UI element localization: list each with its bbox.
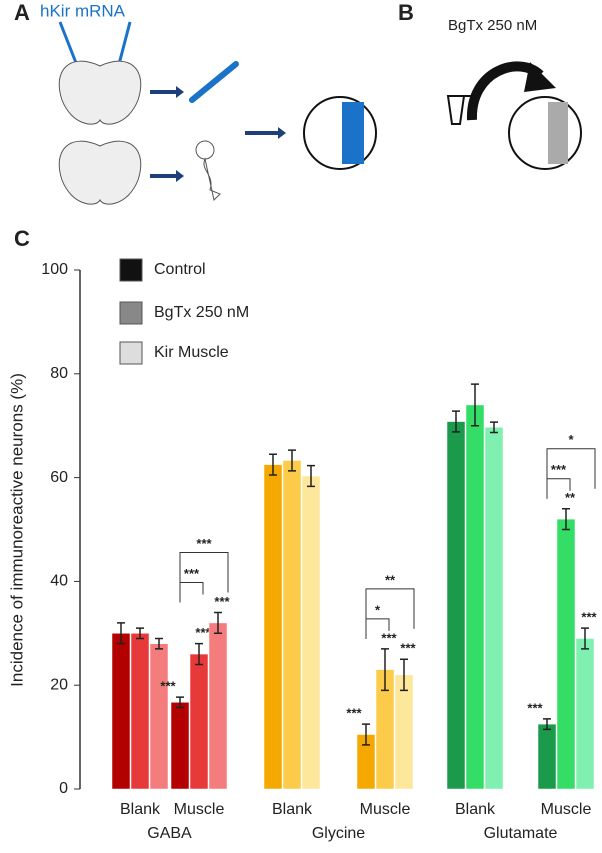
- bracket-label: **: [385, 572, 396, 587]
- legend-swatch: [119, 301, 143, 325]
- y-tick-label: 40: [50, 573, 68, 590]
- bracket-label: *: [568, 432, 574, 447]
- bar: [301, 475, 321, 790]
- annotation: BgTx 250 nM: [448, 17, 537, 34]
- legend-label: Kir Muscle: [154, 344, 229, 361]
- significance-label: ***: [195, 625, 211, 640]
- group-label: Glycine: [312, 825, 365, 842]
- bracket-label: *: [375, 602, 381, 617]
- diagram-b: [446, 61, 582, 170]
- panel-label: A: [14, 0, 30, 25]
- error-bar: [543, 718, 551, 731]
- significance-label: ***: [527, 700, 543, 715]
- bracket: [365, 588, 415, 639]
- legend-label: Control: [154, 261, 206, 278]
- error-bar: [400, 658, 408, 692]
- legend-swatch: [119, 341, 143, 365]
- bar: [130, 633, 150, 790]
- bracket: [546, 448, 596, 499]
- bar: [556, 518, 576, 790]
- x-tick-label: Blank: [272, 801, 313, 818]
- group-label: Glutamate: [484, 825, 558, 842]
- group-label: GABA: [147, 825, 192, 842]
- error-bar: [195, 642, 203, 666]
- y-tick-label: 0: [59, 780, 68, 797]
- bar: [446, 421, 466, 790]
- error-bar: [581, 627, 589, 650]
- error-bar: [381, 648, 389, 692]
- y-tick-label: 20: [50, 676, 68, 693]
- x-tick-label: Muscle: [360, 801, 411, 818]
- panel-label: B: [398, 0, 414, 25]
- error-bar: [269, 453, 277, 476]
- error-bar: [471, 383, 479, 427]
- bar: [263, 464, 283, 790]
- bar: [537, 723, 557, 790]
- error-bar: [288, 449, 296, 472]
- error-bar: [117, 622, 125, 645]
- error-bar: [136, 627, 144, 640]
- bar: [465, 404, 485, 790]
- bracket: [179, 582, 204, 603]
- significance-label: ***: [381, 630, 397, 645]
- bracket: [546, 478, 571, 499]
- bar: [484, 427, 504, 790]
- error-bar: [452, 410, 460, 433]
- significance-label: ***: [160, 679, 176, 694]
- y-axis-title: Incidence of immunoreactive neurons (%): [7, 373, 26, 687]
- bracket: [365, 618, 390, 639]
- x-tick-label: Blank: [120, 801, 161, 818]
- bracket: [179, 552, 229, 603]
- error-bar: [307, 464, 315, 488]
- significance-label: ***: [346, 706, 362, 721]
- error-bar: [214, 611, 222, 635]
- y-tick-label: 60: [50, 469, 68, 486]
- bar: [170, 702, 190, 790]
- bar: [189, 653, 209, 790]
- significance-label: ***: [581, 610, 597, 625]
- error-bar: [490, 421, 498, 434]
- x-tick-label: Muscle: [541, 801, 592, 818]
- legend-label: BgTx 250 nM: [154, 304, 249, 321]
- bracket-label: ***: [184, 566, 200, 581]
- legend-swatch: [119, 258, 143, 282]
- error-bar: [176, 696, 184, 709]
- error-bar: [362, 723, 370, 746]
- bar: [282, 460, 302, 790]
- bracket-label: ***: [196, 536, 212, 551]
- bar: [208, 622, 228, 790]
- bar: [111, 633, 131, 790]
- error-bar: [155, 637, 163, 650]
- y-tick-label: 100: [41, 261, 68, 278]
- x-tick-label: Muscle: [174, 801, 225, 818]
- annotation: hKir mRNA: [40, 1, 126, 20]
- panel-label: C: [14, 226, 30, 251]
- bar: [394, 674, 414, 790]
- bracket-label: ***: [551, 462, 567, 477]
- significance-label: **: [565, 490, 576, 505]
- bar: [575, 638, 595, 790]
- significance-label: ***: [214, 594, 230, 609]
- error-bar: [562, 507, 570, 531]
- x-tick-label: Blank: [455, 801, 496, 818]
- diagram-a: [58, 21, 377, 205]
- bar: [149, 643, 169, 790]
- significance-label: ***: [400, 641, 416, 656]
- y-tick-label: 80: [50, 365, 68, 382]
